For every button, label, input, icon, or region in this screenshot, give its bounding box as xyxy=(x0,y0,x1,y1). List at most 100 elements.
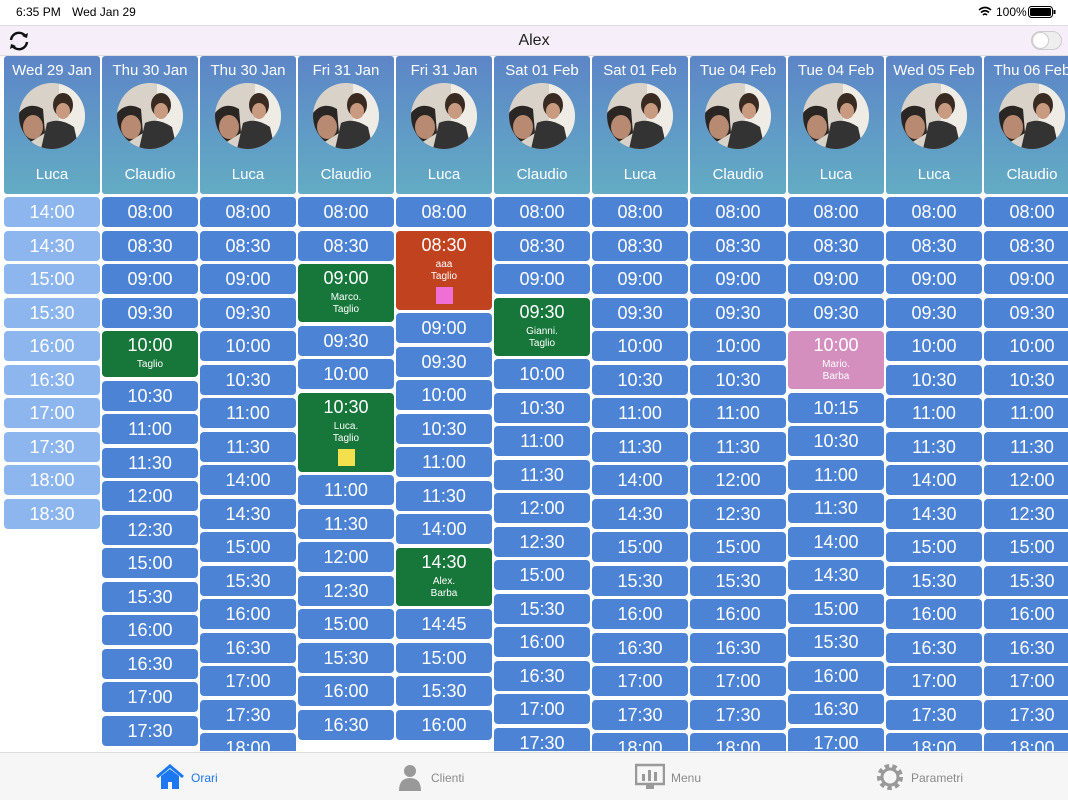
time-slot[interactable]: 10:30 xyxy=(200,364,296,395)
time-slot[interactable]: 17:00 xyxy=(886,666,982,696)
time-slot[interactable]: 15:30 xyxy=(102,581,198,612)
time-slot[interactable]: 14:30 xyxy=(4,230,100,261)
time-slot[interactable]: 11:00 xyxy=(886,398,982,428)
time-slot[interactable]: 11:00 xyxy=(200,398,296,428)
time-slot[interactable]: 15:00 xyxy=(200,532,296,562)
note-icon[interactable] xyxy=(435,286,453,304)
booked-slot[interactable]: 09:30 Gianni. Taglio xyxy=(494,297,590,356)
time-slot[interactable]: 18:30 xyxy=(4,498,100,529)
time-slot[interactable]: 12:30 xyxy=(494,526,590,557)
time-slot[interactable]: 16:30 xyxy=(592,632,688,663)
time-slot[interactable]: 11:00 xyxy=(788,459,884,490)
time-slot[interactable]: 14:00 xyxy=(200,465,296,495)
time-slot[interactable]: 08:00 xyxy=(690,197,786,227)
time-slot[interactable]: 09:00 xyxy=(592,264,688,294)
time-slot[interactable]: 08:30 xyxy=(886,230,982,261)
time-slot[interactable]: 10:30 xyxy=(102,380,198,411)
time-slot[interactable]: 11:00 xyxy=(592,398,688,428)
time-slot[interactable]: 11:00 xyxy=(102,414,198,444)
time-slot[interactable]: 08:00 xyxy=(984,197,1068,227)
time-slot[interactable]: 18:00 xyxy=(690,733,786,751)
time-slot[interactable]: 16:00 xyxy=(592,599,688,629)
time-slot[interactable]: 17:00 xyxy=(494,694,590,724)
time-slot[interactable]: 09:30 xyxy=(396,346,492,377)
time-slot[interactable]: 17:00 xyxy=(984,666,1068,696)
time-slot[interactable]: 16:00 xyxy=(690,599,786,629)
time-slot[interactable]: 16:30 xyxy=(298,709,394,740)
time-slot[interactable]: 17:00 xyxy=(200,666,296,696)
time-slot[interactable]: 10:30 xyxy=(690,364,786,395)
time-slot[interactable]: 10:00 xyxy=(494,359,590,389)
time-slot[interactable]: 09:00 xyxy=(200,264,296,294)
time-slot[interactable]: 17:00 xyxy=(592,666,688,696)
time-slot[interactable]: 11:30 xyxy=(396,480,492,511)
time-slot[interactable]: 10:30 xyxy=(592,364,688,395)
tab-item[interactable]: Clienti xyxy=(295,753,562,800)
time-slot[interactable]: 17:30 xyxy=(592,699,688,730)
time-slot[interactable]: 12:30 xyxy=(690,498,786,529)
time-slot[interactable]: 17:30 xyxy=(200,699,296,730)
time-slot[interactable]: 16:00 xyxy=(200,599,296,629)
time-slot[interactable]: 09:30 xyxy=(298,325,394,356)
time-slot[interactable]: 15:00 xyxy=(396,642,492,673)
time-slot[interactable]: 08:30 xyxy=(788,230,884,261)
time-slot[interactable]: 15:00 xyxy=(886,532,982,562)
time-slot[interactable]: 08:00 xyxy=(788,197,884,227)
time-slot[interactable]: 11:30 xyxy=(298,508,394,539)
time-slot[interactable]: 10:00 xyxy=(298,359,394,389)
time-slot[interactable]: 11:30 xyxy=(788,493,884,523)
time-slot[interactable]: 11:00 xyxy=(494,426,590,456)
time-slot[interactable]: 09:30 xyxy=(102,297,198,328)
time-slot[interactable]: 08:00 xyxy=(592,197,688,227)
tab-item[interactable]: Parametri xyxy=(775,753,1042,800)
time-slot[interactable]: 09:00 xyxy=(396,313,492,343)
time-slot[interactable]: 12:30 xyxy=(984,498,1068,529)
tab-item[interactable]: Orari xyxy=(55,753,322,800)
time-slot[interactable]: 08:00 xyxy=(494,197,590,227)
time-slot[interactable]: 16:30 xyxy=(788,694,884,724)
time-slot[interactable]: 17:30 xyxy=(4,431,100,462)
time-slot[interactable]: 09:30 xyxy=(200,297,296,328)
time-slot[interactable]: 14:00 xyxy=(788,526,884,557)
time-slot[interactable]: 17:00 xyxy=(690,666,786,696)
time-slot[interactable]: 15:00 xyxy=(298,609,394,639)
refresh-button[interactable] xyxy=(7,30,31,52)
time-slot[interactable]: 16:00 xyxy=(494,627,590,657)
time-slot[interactable]: 11:00 xyxy=(396,447,492,477)
time-slot[interactable]: 12:00 xyxy=(690,465,786,495)
time-slot[interactable]: 08:30 xyxy=(494,230,590,261)
time-slot[interactable]: 14:00 xyxy=(396,514,492,544)
time-slot[interactable]: 09:30 xyxy=(592,297,688,328)
time-slot[interactable]: 17:30 xyxy=(984,699,1068,730)
time-slot[interactable]: 16:00 xyxy=(396,709,492,740)
time-slot[interactable]: 17:30 xyxy=(102,715,198,746)
time-slot[interactable]: 08:30 xyxy=(592,230,688,261)
time-slot[interactable]: 08:00 xyxy=(102,197,198,227)
time-slot[interactable]: 14:30 xyxy=(886,498,982,529)
time-slot[interactable]: 09:00 xyxy=(984,264,1068,294)
time-slot[interactable]: 17:30 xyxy=(886,699,982,730)
time-slot[interactable]: 15:30 xyxy=(984,565,1068,596)
time-slot[interactable]: 15:00 xyxy=(494,560,590,590)
time-slot[interactable]: 16:00 xyxy=(102,615,198,645)
time-slot[interactable]: 15:00 xyxy=(984,532,1068,562)
time-slot[interactable]: 16:30 xyxy=(200,632,296,663)
time-slot[interactable]: 11:30 xyxy=(690,431,786,462)
time-slot[interactable]: 09:00 xyxy=(690,264,786,294)
time-slot[interactable]: 16:30 xyxy=(4,364,100,395)
time-slot[interactable]: 15:00 xyxy=(690,532,786,562)
time-slot[interactable]: 15:30 xyxy=(690,565,786,596)
time-slot[interactable]: 12:30 xyxy=(298,575,394,606)
time-slot[interactable]: 17:30 xyxy=(494,727,590,751)
time-slot[interactable]: 11:30 xyxy=(200,431,296,462)
time-slot[interactable]: 09:00 xyxy=(886,264,982,294)
time-slot[interactable]: 11:30 xyxy=(102,447,198,478)
toggle-switch[interactable] xyxy=(1031,31,1062,50)
time-slot[interactable]: 12:00 xyxy=(102,481,198,511)
time-slot[interactable]: 09:30 xyxy=(788,297,884,328)
time-slot[interactable]: 09:30 xyxy=(984,297,1068,328)
time-slot[interactable]: 11:30 xyxy=(886,431,982,462)
time-slot[interactable]: 09:00 xyxy=(788,264,884,294)
time-slot[interactable]: 18:00 xyxy=(886,733,982,751)
time-slot[interactable]: 11:00 xyxy=(690,398,786,428)
